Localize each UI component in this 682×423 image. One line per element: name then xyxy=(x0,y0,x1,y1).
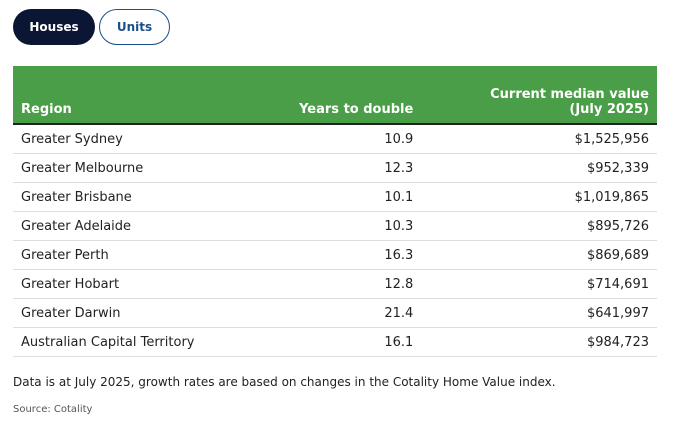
table-row: Greater Hobart 12.8 $714,691 xyxy=(13,269,657,299)
table-cell: Australian Capital Territory xyxy=(13,327,262,357)
table-cell: $641,997 xyxy=(421,298,657,328)
table-row: Australian Capital Territory 16.1 $984,723 xyxy=(13,327,657,357)
source: Source: Cotality xyxy=(13,404,93,415)
table-cell: $984,723 xyxy=(421,327,657,357)
table-row: Greater Sydney 10.9 $1,525,956 xyxy=(13,124,657,154)
table-row: Greater Darwin 21.4 $641,997 xyxy=(13,298,657,328)
table-cell: Greater Sydney xyxy=(13,124,262,154)
header-cell: Years to double xyxy=(261,66,422,125)
table-row: Greater Brisbane 10.1 $1,019,865 xyxy=(13,182,657,212)
data-table: Region Years to double Current median va… xyxy=(13,66,657,357)
table-row: Greater Melbourne 12.3 $952,339 xyxy=(13,153,657,183)
table-cell: $1,019,865 xyxy=(421,182,657,212)
table-cell: Greater Perth xyxy=(13,240,262,270)
table-cell: 10.1 xyxy=(261,182,422,212)
tab-houses[interactable]: Houses xyxy=(13,9,95,45)
table-cell: Greater Brisbane xyxy=(13,182,262,212)
header-cell: Region xyxy=(13,66,262,125)
table-cell: 21.4 xyxy=(261,298,422,328)
table-cell: $714,691 xyxy=(421,269,657,299)
table-cell: 16.3 xyxy=(261,240,422,270)
table-cell: 12.8 xyxy=(261,269,422,299)
table-cell: Greater Darwin xyxy=(13,298,262,328)
table-cell: 10.9 xyxy=(261,124,422,154)
table-cell: $895,726 xyxy=(421,211,657,241)
table-cell: $952,339 xyxy=(421,153,657,183)
header-row: Region Years to double Current median va… xyxy=(13,66,657,125)
table-cell: 12.3 xyxy=(261,153,422,183)
table-cell: 16.1 xyxy=(261,327,422,357)
tab-units[interactable]: Units xyxy=(99,9,170,45)
table-cell: Greater Melbourne xyxy=(13,153,262,183)
table-cell: Greater Hobart xyxy=(13,269,262,299)
table-cell: 10.3 xyxy=(261,211,422,241)
header-cell: Current median value (July 2025) xyxy=(421,66,657,125)
table-cell: $1,525,956 xyxy=(421,124,657,154)
table-row: Greater Adelaide 10.3 $895,726 xyxy=(13,211,657,241)
note: Data is at July 2025, growth rates are b… xyxy=(13,375,556,389)
table-row: Greater Perth 16.3 $869,689 xyxy=(13,240,657,270)
table-cell: $869,689 xyxy=(421,240,657,270)
table-cell: Greater Adelaide xyxy=(13,211,262,241)
